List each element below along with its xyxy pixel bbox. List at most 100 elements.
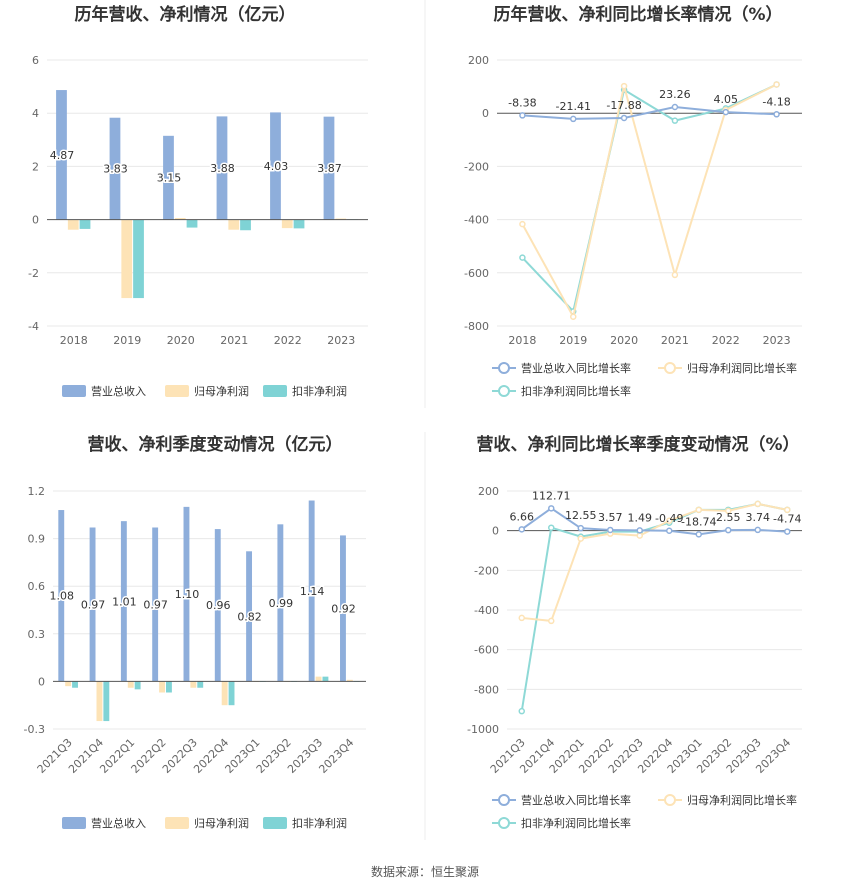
bar-parent-profit: [190, 681, 197, 688]
data-label: 1.14: [300, 585, 325, 598]
legend-swatch: [165, 817, 189, 829]
bar-revenue: [246, 551, 253, 682]
y-tick-label: 0: [482, 107, 489, 120]
data-point: [784, 506, 791, 514]
x-tick-label: 2022: [274, 334, 302, 347]
x-tick-label: 2018: [60, 334, 88, 347]
x-tick-label: 2019: [113, 334, 141, 347]
bar-revenue: [270, 112, 281, 220]
data-point: [519, 254, 526, 261]
bar-revenue: [56, 90, 67, 220]
data-label: 3.57: [598, 511, 623, 524]
data-label: 0.97: [81, 598, 106, 611]
bar-deducted-profit: [186, 219, 198, 228]
chart-title: 营收、净利季度变动情况（亿元）: [88, 434, 343, 455]
data-point: [725, 526, 732, 534]
bar-parent-profit: [121, 219, 133, 299]
bar-revenue: [120, 521, 127, 682]
x-tick-label: 2020: [167, 334, 195, 347]
bar-parent-profit: [159, 681, 165, 693]
data-point: [666, 517, 673, 524]
data-label: 23.26: [659, 88, 691, 101]
y-tick-label: 200: [478, 485, 499, 498]
series-line-deducted-profit-growth: [520, 502, 788, 712]
y-tick-label: -800: [464, 320, 489, 333]
chart-2: 历年营收、净利同比增长率情况（%） -800 -600 -400 -200 0 200 -8.…: [464, 4, 802, 398]
data-point: [671, 271, 679, 279]
data-point: [636, 527, 643, 534]
chart-title: 营收、净利同比增长率季度变动情况（%）: [476, 434, 799, 455]
data-label: 3.74: [746, 511, 771, 524]
x-tick-label: 2020: [610, 334, 638, 347]
legend-swatch: [263, 817, 287, 829]
legend-label: 归母净利润同比增长率: [687, 361, 797, 375]
legend-swatch-marker: [498, 817, 510, 829]
data-label: 0.97: [143, 598, 168, 611]
y-tick-label: 0.3: [28, 628, 46, 641]
bar-parent-profit: [281, 219, 293, 229]
y-tick-label: 0: [492, 525, 499, 538]
legend-swatch-marker: [664, 794, 676, 806]
data-label: 3.88: [210, 162, 235, 175]
bar-revenue: [214, 529, 221, 682]
y-tick-label: -400: [464, 214, 489, 227]
legend-swatch-marker: [498, 794, 510, 806]
chart-1: 历年营收、净利情况（亿元） -4 -2 0 2 4 6 4.87 3.83 3.15 3.88 4.0…: [28, 4, 368, 398]
legend-swatch: [62, 817, 86, 829]
bar-parent-profit: [127, 681, 134, 688]
bar-revenue: [163, 135, 174, 220]
bar-revenue: [58, 510, 65, 682]
legend-label: 归母净利润: [194, 816, 249, 830]
bar-revenue: [277, 524, 284, 682]
bar-revenue: [152, 527, 159, 682]
data-point: [518, 707, 525, 715]
bar-revenue: [216, 116, 228, 220]
bar-parent-profit: [65, 681, 72, 687]
y-tick-label: -1000: [467, 723, 499, 736]
bar-parent-profit: [221, 681, 228, 706]
data-label: -4.74: [773, 513, 801, 526]
legend-label: 扣非净利润: [292, 816, 347, 830]
data-label: 6.66: [510, 510, 535, 523]
chart-3: 营收、净利季度变动情况（亿元） -0.3 0 0.3 0.6 0.9 1.2 1.08 0.97…: [24, 434, 366, 830]
legend-label: 营业总收入: [91, 384, 146, 398]
y-tick-label: 200: [468, 54, 489, 67]
bar-deducted-profit: [165, 681, 172, 693]
data-label: 3.83: [103, 163, 128, 176]
bar-parent-profit: [174, 218, 186, 220]
data-point: [636, 532, 643, 539]
data-label: 4.87: [50, 149, 75, 162]
data-label: 112.71: [532, 489, 571, 502]
legend-label: 营业总收入同比增长率: [521, 793, 631, 807]
data-label: -8.38: [508, 96, 536, 109]
data-point: [548, 617, 555, 625]
legend-swatch: [62, 385, 86, 397]
bar-deducted-profit: [240, 219, 251, 231]
data-label: 0.82: [237, 610, 262, 623]
data-point: [548, 524, 555, 531]
data-label: 1.49: [628, 511, 653, 524]
x-tick-label: 2021: [661, 334, 689, 347]
data-point: [754, 526, 761, 534]
bar-deducted-profit: [228, 681, 235, 706]
data-point: [518, 526, 525, 533]
bar-deducted-profit: [322, 676, 329, 682]
bar-parent-profit: [228, 219, 240, 230]
bar-deducted-profit: [134, 681, 141, 690]
legend-swatch-marker: [498, 385, 510, 397]
data-point: [725, 507, 732, 515]
y-tick-label: -4: [28, 320, 39, 333]
data-point: [607, 526, 614, 534]
legend-label: 扣非净利润同比增长率: [521, 816, 631, 830]
data-point: [722, 108, 729, 116]
data-point: [695, 531, 702, 538]
data-point: [570, 115, 577, 123]
bar-parent-profit: [346, 679, 353, 682]
y-tick-label: 2: [32, 160, 39, 173]
data-label: 4.03: [264, 160, 289, 173]
data-label: 3.87: [317, 162, 342, 175]
bar-parent-profit: [67, 219, 79, 230]
legend-label: 扣非净利润: [292, 384, 347, 398]
y-tick-label: 4: [32, 107, 39, 120]
data-point: [695, 506, 702, 514]
